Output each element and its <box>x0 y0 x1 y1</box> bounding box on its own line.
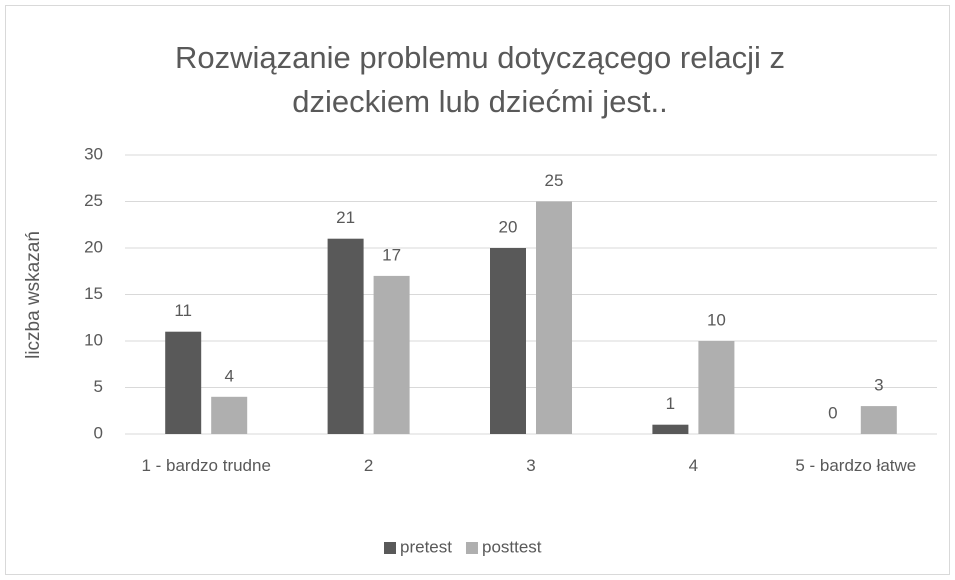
bar <box>165 331 202 434</box>
legend-label: pretest <box>400 537 452 556</box>
y-tick-label: 30 <box>84 144 103 163</box>
data-label: 3 <box>874 376 883 395</box>
y-tick-label: 0 <box>94 423 103 442</box>
data-label: 1 <box>666 394 675 413</box>
data-label: 21 <box>336 208 355 227</box>
x-tick-label: 5 - bardzo łatwe <box>795 456 917 475</box>
x-tick-label: 2 <box>363 456 374 475</box>
bar <box>490 248 526 434</box>
bar <box>652 424 689 434</box>
bar <box>536 201 572 434</box>
data-label: 25 <box>545 171 564 190</box>
data-label: 20 <box>499 217 518 236</box>
y-tick-label: 20 <box>84 237 103 256</box>
chart-title: Rozwiązanie problemu dotyczącego relacji… <box>175 40 785 119</box>
chart-border <box>5 5 950 575</box>
legend-label: posttest <box>482 537 542 556</box>
y-tick-label: 10 <box>84 330 103 349</box>
legend-swatch <box>465 542 478 554</box>
x-tick-label: 1 - bardzo trudne <box>141 456 271 475</box>
data-label: 4 <box>224 366 233 385</box>
legend-swatch <box>384 542 396 554</box>
bar <box>698 341 735 434</box>
data-label: 10 <box>707 310 726 329</box>
y-tick-label: 15 <box>84 284 103 303</box>
y-tick-label: 25 <box>84 191 103 210</box>
y-tick-label: 5 <box>94 377 103 396</box>
x-tick-label: 4 <box>688 456 699 475</box>
y-axis-label: liczba wskazań <box>23 231 44 359</box>
data-label: 0 <box>828 403 837 422</box>
data-label: 17 <box>382 245 401 264</box>
data-label: 11 <box>174 301 192 320</box>
bar <box>373 275 410 434</box>
x-tick-label: 3 <box>526 456 536 475</box>
bar <box>860 406 897 434</box>
bar <box>327 238 364 434</box>
bar <box>211 396 248 434</box>
